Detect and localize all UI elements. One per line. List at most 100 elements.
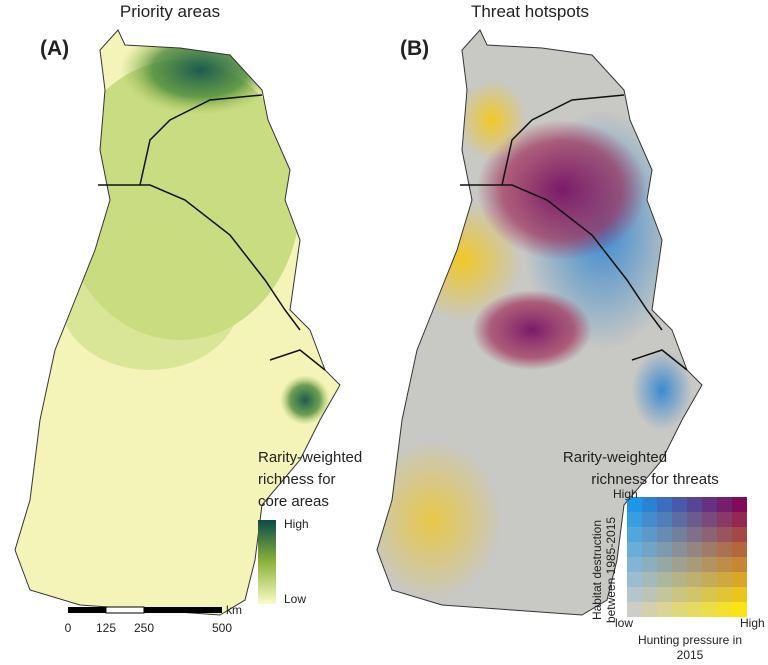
panel-title: Priority areas	[120, 2, 220, 21]
legend-swatch	[702, 587, 717, 602]
legend-swatch	[642, 602, 657, 617]
legend-x-title: 2015	[677, 648, 704, 662]
legend-swatch	[627, 527, 642, 542]
border	[460, 184, 663, 331]
legend-swatch	[672, 557, 687, 572]
border	[98, 184, 301, 331]
legend-swatch	[627, 542, 642, 557]
map-fill	[280, 375, 330, 425]
legend-swatch	[687, 557, 702, 572]
legend-swatch	[672, 542, 687, 557]
legend-swatch	[732, 557, 747, 572]
legend-swatch	[717, 497, 732, 512]
legend-swatch	[657, 572, 672, 587]
legend-swatch	[627, 572, 642, 587]
legend-swatch	[672, 572, 687, 587]
legend-swatch	[732, 602, 747, 617]
legend-swatch	[627, 497, 642, 512]
border	[139, 94, 263, 186]
panel-title: Threat hotspots	[471, 2, 589, 21]
legend-swatch	[642, 497, 657, 512]
legend-swatch	[642, 572, 657, 587]
map-fill	[472, 290, 592, 370]
legend-swatch	[657, 587, 672, 602]
legend-swatch	[642, 557, 657, 572]
bivariate-legend	[627, 497, 747, 617]
map-fill	[477, 120, 647, 260]
legend-swatch	[702, 497, 717, 512]
legend-swatch	[687, 602, 702, 617]
scale-label: 125	[96, 621, 116, 635]
legend-swatch	[717, 512, 732, 527]
scale-segment	[105, 606, 145, 614]
legend-swatch	[672, 497, 687, 512]
legend-swatch	[672, 512, 687, 527]
legend-swatch	[702, 512, 717, 527]
legend-title: richness for	[258, 471, 336, 488]
scale-label: 500	[212, 621, 232, 635]
map-a	[14, 29, 341, 616]
legend-swatch	[657, 527, 672, 542]
border	[631, 349, 688, 371]
legend-swatch	[642, 527, 657, 542]
legend-swatch	[717, 542, 732, 557]
legend-swatch	[672, 527, 687, 542]
legend-y-high: High	[613, 487, 638, 501]
legend-swatch	[687, 542, 702, 557]
legend-swatch	[702, 602, 717, 617]
legend-swatch	[627, 587, 642, 602]
legend-swatch	[627, 557, 642, 572]
legend-swatch	[732, 587, 747, 602]
scale-segment	[144, 607, 222, 613]
legend-swatch	[732, 542, 747, 557]
map-fill	[120, 30, 280, 115]
scale-bar	[68, 606, 222, 614]
legend-swatch	[732, 497, 747, 512]
legend-swatch	[687, 527, 702, 542]
scale-label: 250	[134, 621, 154, 635]
legend-y-title: Habitat destruction	[590, 520, 604, 620]
legend-high: High	[284, 517, 309, 531]
scale-label: 0	[65, 621, 72, 635]
legend-x-low: low	[615, 616, 633, 630]
legend-x-high: High	[740, 616, 765, 630]
scale-segment	[68, 607, 106, 613]
border	[501, 94, 625, 186]
legend-swatch	[627, 512, 642, 527]
legend-title: Rarity-weighted	[563, 449, 667, 466]
legend-swatch	[732, 527, 747, 542]
legend-title: core areas	[258, 493, 329, 510]
legend-swatch	[642, 512, 657, 527]
legend-swatch	[702, 572, 717, 587]
map-fill	[632, 350, 692, 430]
legend-swatch	[642, 542, 657, 557]
legend-swatch	[687, 497, 702, 512]
panel-tag: (A)	[40, 37, 69, 60]
map-fill	[60, 230, 240, 370]
legend-swatch	[732, 572, 747, 587]
legend-swatch	[717, 602, 732, 617]
legend-swatch	[702, 542, 717, 557]
map-fill	[377, 440, 502, 600]
legend-title: richness for threats	[591, 471, 719, 488]
legend-swatch	[627, 602, 642, 617]
legend-swatch	[687, 587, 702, 602]
legend-low: Low	[284, 592, 306, 606]
scale-unit: km	[226, 603, 242, 617]
legend-swatch	[672, 587, 687, 602]
legend-swatch	[657, 542, 672, 557]
legend-x-title: Hunting pressure in	[638, 633, 742, 647]
legend-swatch	[657, 557, 672, 572]
map-fill	[457, 80, 527, 160]
legend-swatch	[717, 527, 732, 542]
border	[269, 349, 326, 371]
legend-swatch	[717, 587, 732, 602]
legend-swatch	[657, 512, 672, 527]
legend-swatch	[732, 512, 747, 527]
legend-swatch	[657, 602, 672, 617]
legend-title: Rarity-weighted	[258, 449, 362, 466]
legend-swatch	[657, 497, 672, 512]
legend-swatch	[672, 602, 687, 617]
color-ramp	[258, 520, 276, 604]
